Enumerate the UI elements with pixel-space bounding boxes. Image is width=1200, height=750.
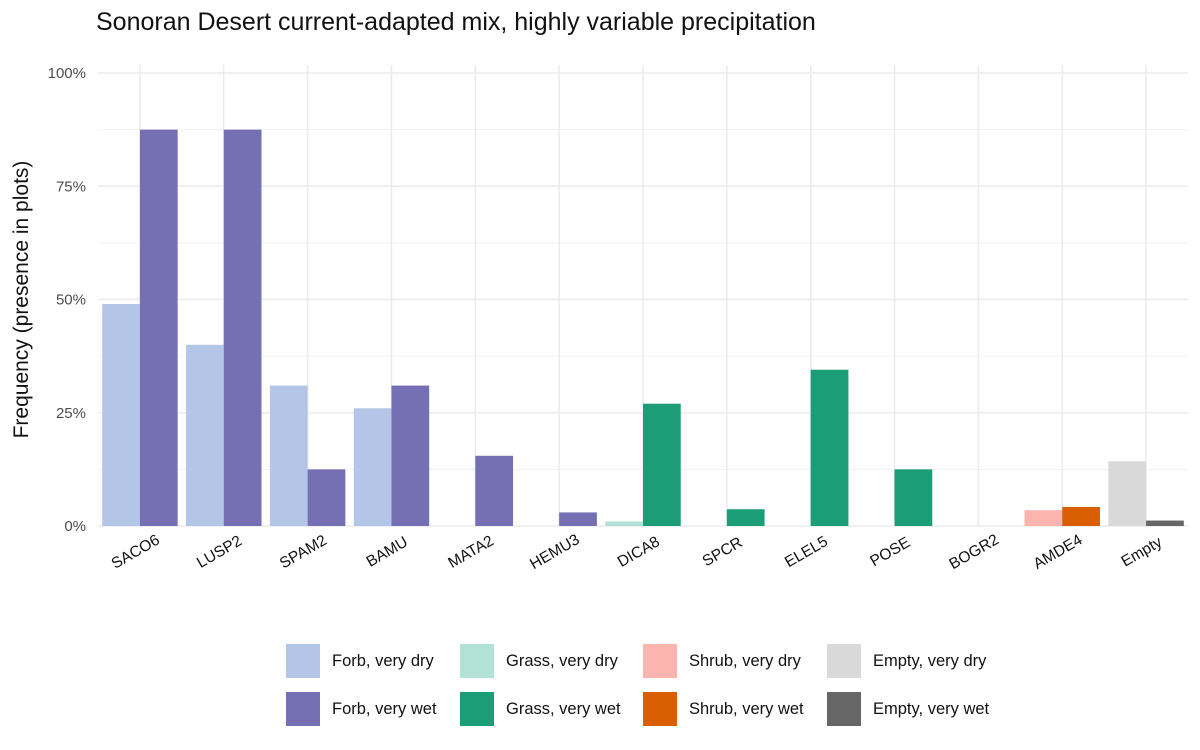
bar: [102, 304, 140, 526]
legend-item: Empty, very dry: [827, 644, 986, 678]
chart-title: Sonoran Desert current-adapted mix, high…: [96, 8, 816, 36]
legend-swatch: [286, 692, 320, 726]
x-tick-label: BOGR2: [946, 531, 1001, 573]
legend-swatch: [827, 644, 861, 678]
x-tick-label: HEMU3: [527, 531, 582, 573]
bar: [223, 129, 262, 526]
bar: [307, 469, 346, 526]
legend-item: Shrub, very wet: [643, 692, 804, 726]
x-tick-label: Empty: [1119, 534, 1166, 571]
x-tick-label: BAMU: [364, 534, 411, 571]
legend-swatch: [286, 644, 320, 678]
x-tick-label: POSE: [867, 534, 913, 570]
legend: Forb, very dry Forb, very wet Grass, ver…: [286, 640, 1046, 740]
y-tick-label: 25%: [56, 405, 86, 422]
y-tick-label: 50%: [56, 292, 86, 309]
legend-swatch: [643, 692, 677, 726]
bar: [1024, 510, 1063, 526]
legend-label: Grass, very wet: [506, 699, 621, 718]
bar: [391, 385, 430, 526]
x-tick-label: AMDE4: [1031, 531, 1086, 573]
y-axis-title: Frequency (presence in plots): [10, 161, 33, 439]
x-tick-label: DICA8: [615, 533, 663, 571]
bar: [139, 129, 178, 526]
bar-chart: 0% 25% 50% 75% 100% SACO6 LUSP2 SPAM2 BAMU MATA2 H…: [10, 65, 1188, 573]
x-tick-label: LUSP2: [194, 532, 245, 571]
x-tick-label: ELEL5: [782, 533, 831, 571]
legend-item: Empty, very wet: [827, 692, 989, 726]
legend-swatch: [460, 644, 494, 678]
x-tick-label: SACO6: [109, 532, 163, 573]
legend-label: Forb, very wet: [332, 699, 437, 718]
bar: [269, 385, 308, 526]
y-tick-label: 0%: [64, 518, 86, 535]
legend-swatch: [827, 692, 861, 726]
legend-swatch: [643, 644, 677, 678]
y-tick-label: 75%: [56, 178, 86, 195]
legend-label: Empty, very dry: [873, 651, 987, 670]
bar: [475, 455, 514, 526]
bar: [894, 469, 933, 526]
legend-item: Shrub, very dry: [643, 644, 801, 678]
legend-label: Shrub, very wet: [689, 699, 804, 718]
bar: [726, 509, 765, 526]
y-tick-label: 100%: [48, 65, 86, 82]
legend-label: Shrub, very dry: [689, 651, 801, 670]
legend-item: Grass, very wet: [460, 692, 621, 726]
bar: [1108, 461, 1147, 526]
bar: [605, 521, 643, 526]
bar: [186, 344, 224, 526]
legend-label: Grass, very dry: [506, 651, 618, 670]
x-tick-label: MATA2: [445, 532, 496, 571]
bar: [1062, 506, 1100, 526]
x-tick-label: SPAM2: [277, 532, 330, 572]
bar: [810, 369, 849, 526]
x-tick-label: SPCR: [700, 534, 746, 570]
legend-swatch: [460, 692, 494, 726]
bar: [1146, 520, 1184, 526]
legend-label: Forb, very dry: [332, 651, 434, 670]
legend-item: Forb, very dry: [286, 644, 434, 678]
bar: [559, 512, 597, 526]
bar: [643, 403, 681, 526]
bar: [353, 408, 392, 526]
legend-item: Forb, very wet: [286, 692, 437, 726]
legend-label: Empty, very wet: [873, 699, 990, 718]
legend-item: Grass, very dry: [460, 644, 618, 678]
